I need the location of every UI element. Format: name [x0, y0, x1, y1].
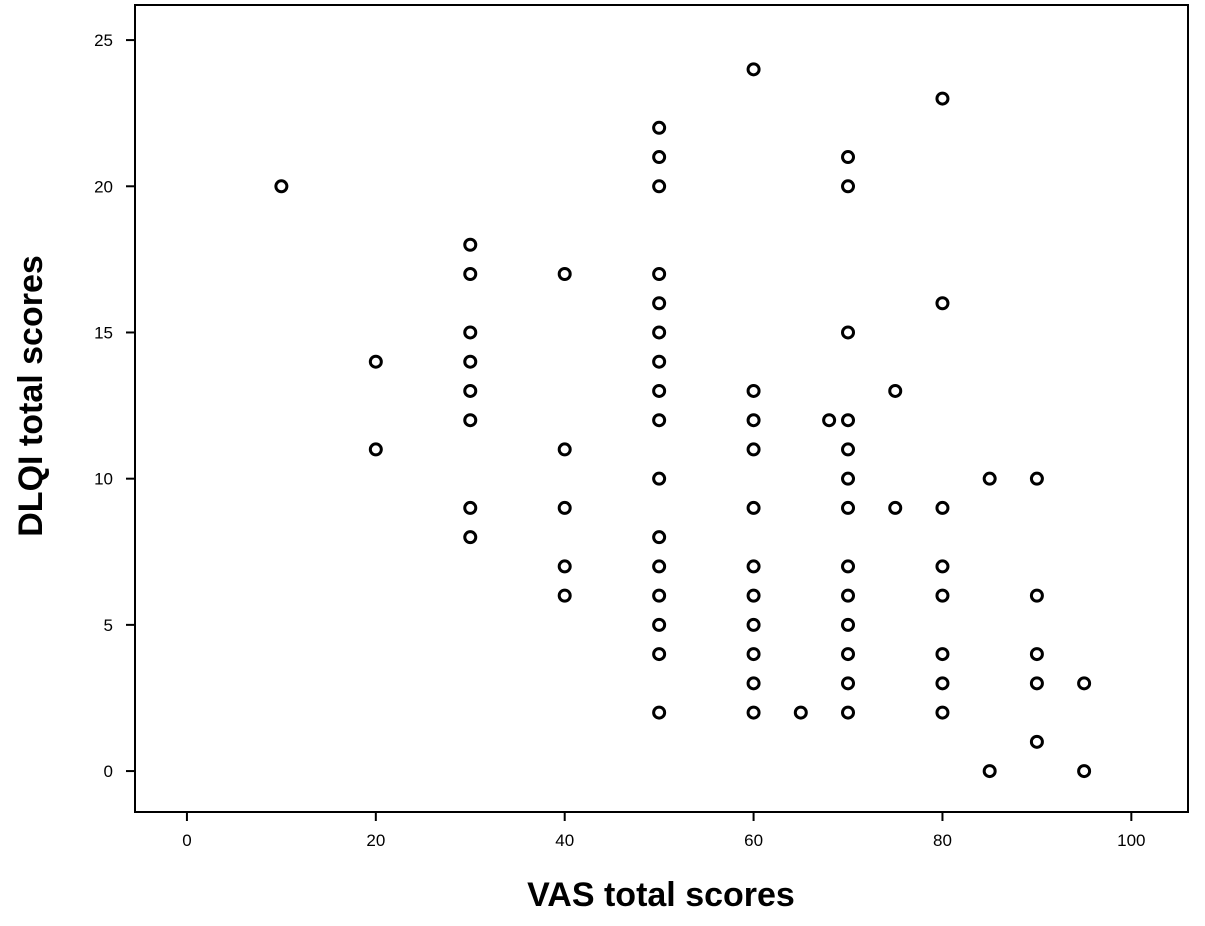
data-point — [888, 383, 903, 398]
x-axis-title: VAS total scores — [527, 876, 795, 914]
data-point — [822, 413, 837, 428]
data-point — [793, 705, 808, 720]
data-point — [841, 705, 856, 720]
data-point — [652, 325, 667, 340]
data-point — [557, 442, 572, 457]
data-point — [652, 588, 667, 603]
x-tick-label: 40 — [555, 831, 574, 850]
data-points — [274, 62, 1092, 779]
data-point — [935, 500, 950, 515]
data-point — [652, 296, 667, 311]
data-point — [1077, 764, 1092, 779]
data-point — [1029, 588, 1044, 603]
data-point — [746, 705, 761, 720]
data-point — [841, 500, 856, 515]
data-point — [841, 150, 856, 165]
data-point — [368, 442, 383, 457]
data-point — [935, 91, 950, 106]
data-point — [982, 764, 997, 779]
data-point — [935, 676, 950, 691]
y-tick-label: 25 — [94, 31, 113, 50]
data-point — [557, 500, 572, 515]
data-point — [652, 267, 667, 281]
data-point — [463, 530, 478, 545]
y-axis-title: DLQI total scores — [12, 255, 50, 537]
data-point — [746, 383, 761, 398]
data-point — [746, 500, 761, 515]
x-axis: 0 20 40 60 80 100 — [182, 812, 1146, 850]
data-point — [652, 705, 667, 720]
data-point — [746, 62, 761, 77]
data-point — [557, 559, 572, 574]
data-point — [557, 588, 572, 603]
data-point — [841, 647, 856, 662]
data-point — [463, 354, 478, 369]
y-tick-label: 5 — [104, 616, 113, 635]
x-tick-label: 80 — [933, 831, 952, 850]
data-point — [1029, 471, 1044, 486]
data-point — [888, 500, 903, 515]
data-point — [746, 676, 761, 691]
y-tick-label: 15 — [94, 323, 113, 342]
data-point — [463, 237, 478, 252]
data-point — [746, 559, 761, 574]
data-point — [841, 676, 856, 691]
data-point — [841, 471, 856, 486]
data-point — [652, 383, 667, 398]
data-point — [368, 354, 383, 369]
data-point — [841, 617, 856, 632]
data-point — [1029, 647, 1044, 662]
data-point — [841, 413, 856, 428]
data-point — [935, 296, 950, 311]
data-point — [274, 179, 289, 194]
x-tick-label: 60 — [744, 831, 763, 850]
data-point — [1077, 676, 1092, 691]
y-tick-label: 10 — [94, 470, 113, 489]
data-point — [935, 588, 950, 603]
data-point — [746, 617, 761, 632]
data-point — [652, 354, 667, 369]
data-point — [841, 588, 856, 603]
data-point — [935, 705, 950, 720]
data-point — [652, 559, 667, 574]
data-point — [841, 442, 856, 457]
data-point — [746, 413, 761, 428]
data-point — [463, 267, 478, 281]
data-point — [652, 120, 667, 135]
data-point — [652, 150, 667, 165]
data-point — [935, 647, 950, 662]
y-axis: 0 5 10 15 20 25 — [94, 31, 135, 781]
x-tick-label: 100 — [1117, 831, 1145, 850]
data-point — [463, 500, 478, 515]
data-point — [463, 413, 478, 428]
data-point — [652, 530, 667, 545]
plot-frame — [134, 4, 1189, 813]
data-point — [982, 471, 997, 486]
x-tick-label: 20 — [366, 831, 385, 850]
data-point — [841, 325, 856, 340]
data-point — [1029, 734, 1044, 749]
data-point — [652, 471, 667, 486]
y-tick-label: 20 — [94, 177, 113, 196]
data-point — [652, 413, 667, 428]
data-point — [1029, 676, 1044, 691]
data-point — [746, 588, 761, 603]
x-tick-label: 0 — [182, 831, 191, 850]
data-point — [557, 267, 572, 281]
data-point — [841, 559, 856, 574]
data-point — [463, 383, 478, 398]
y-tick-label: 0 — [104, 762, 113, 781]
data-point — [746, 442, 761, 457]
data-point — [652, 179, 667, 194]
data-point — [652, 647, 667, 662]
data-point — [652, 617, 667, 632]
data-point — [463, 325, 478, 340]
data-point — [746, 647, 761, 662]
data-point — [935, 559, 950, 574]
data-point — [841, 179, 856, 194]
